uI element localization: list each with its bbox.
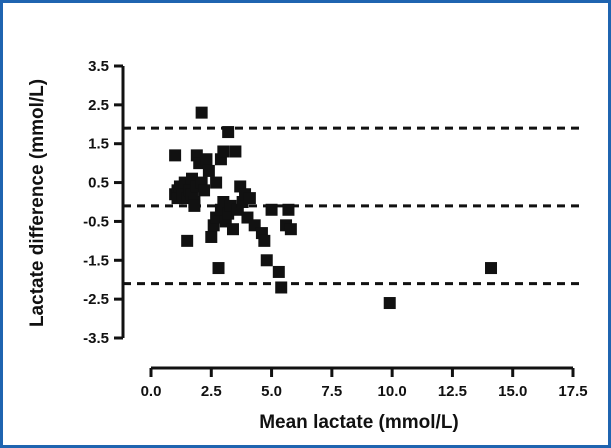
- x-tick-label: 0.0: [141, 383, 162, 400]
- data-point: [169, 149, 182, 162]
- data-points: [169, 106, 498, 310]
- data-point: [217, 145, 230, 158]
- data-point: [181, 234, 194, 247]
- data-point: [243, 192, 256, 205]
- y-tick-label: -1.5: [83, 252, 109, 269]
- y-tick-label: 2.5: [88, 97, 109, 114]
- data-point: [195, 106, 208, 119]
- y-tick-label: 1.5: [88, 136, 109, 153]
- data-point: [383, 297, 396, 310]
- x-tick-label: 7.5: [321, 383, 342, 400]
- y-axis-title: Lactate difference (mmol/L): [27, 79, 48, 327]
- y-tick-label: -0.5: [83, 213, 109, 230]
- data-point: [222, 126, 235, 139]
- data-point: [212, 262, 225, 275]
- data-point: [248, 219, 261, 232]
- data-point: [265, 203, 278, 216]
- data-point: [198, 184, 211, 197]
- data-point: [188, 199, 201, 212]
- data-point: [275, 281, 288, 294]
- scatter-chart: 3.5 2.5 1.5 0.5 -0.5 -1.5 -2.5 -3.5 0.0 2.5 5.0 7.5…: [27, 58, 588, 433]
- data-point: [284, 223, 297, 236]
- y-tick-label: 0.5: [88, 175, 109, 192]
- x-tick-label: 10.0: [378, 383, 407, 400]
- data-point: [272, 265, 285, 278]
- x-tick-label: 5.0: [261, 383, 282, 400]
- data-point: [229, 145, 242, 158]
- x-axis-title: Mean lactate (mmol/L): [259, 412, 459, 433]
- x-tick-label: 15.0: [498, 383, 527, 400]
- data-point: [210, 176, 223, 189]
- x-tick-label: 12.5: [438, 383, 467, 400]
- y-tick-label: -3.5: [83, 330, 109, 347]
- y-tick-label: -2.5: [83, 291, 109, 308]
- data-point: [282, 203, 295, 216]
- x-tick-label: 17.5: [558, 383, 587, 400]
- data-point: [200, 153, 213, 166]
- y-tick-label: 3.5: [88, 58, 109, 75]
- data-point: [485, 262, 498, 275]
- tick-labels: 3.5 2.5 1.5 0.5 -0.5 -1.5 -2.5 -3.5 0.0 2.5 5.0 7.5…: [83, 58, 587, 400]
- x-tick-label: 2.5: [201, 383, 222, 400]
- data-point: [205, 230, 218, 243]
- data-point: [226, 223, 239, 236]
- data-point: [202, 164, 215, 177]
- data-point: [258, 234, 271, 247]
- data-point: [260, 254, 273, 267]
- axes: [114, 64, 575, 377]
